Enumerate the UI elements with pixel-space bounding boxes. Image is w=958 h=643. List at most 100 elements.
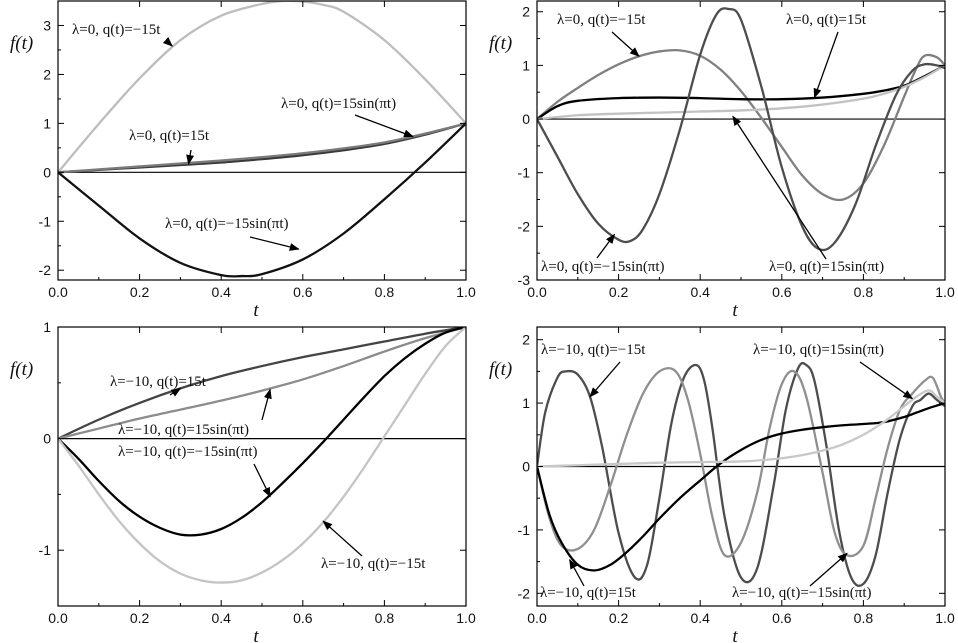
y-tick-label: 1 <box>43 319 51 335</box>
y-tick-label: -2 <box>39 262 52 278</box>
series-line-4 <box>537 7 945 252</box>
y-tick-label: -1 <box>518 165 531 181</box>
series-line-3 <box>58 327 466 537</box>
y-tick-label: 0 <box>522 459 530 475</box>
y-tick-label: -2 <box>518 218 531 234</box>
annotation-label: λ=−10, q(t)=−15t <box>541 342 646 358</box>
x-tick-label: 0.6 <box>293 284 313 300</box>
panel-4: 0.0 0.2 0.4 0.6 0.8 1.0 -2 -1 0 1 2 t f(t) λ=−10, q(t… <box>489 326 955 643</box>
series-group <box>58 1 466 278</box>
annotation-label: λ=−10, q(t)=−15sin(πt) <box>118 444 258 460</box>
series-line-1 <box>537 361 945 587</box>
y-tick-label: 1 <box>522 395 530 411</box>
annotation-arrow <box>186 149 195 165</box>
panel-3: 0.0 0.2 0.4 0.6 0.8 1.0 -1 0 1 t f(t) λ=−10, q(t)=1… <box>10 319 476 643</box>
annotation-label: λ=−10, q(t)=15sin(πt) <box>118 422 249 438</box>
series-line-4 <box>58 327 466 584</box>
x-tick-label: 0.0 <box>527 610 547 626</box>
x-tick-label: 0.4 <box>690 610 710 626</box>
panel-2: 0.0 0.2 0.4 0.6 0.8 1.0 -3 -2 -1 0 1 2 t f(t) λ=0, q(t… <box>489 0 955 321</box>
x-axis-label: t <box>253 300 259 321</box>
x-tick-label: 0.2 <box>609 284 629 300</box>
annotation-label: λ=0, q(t)=−15sin(πt) <box>541 259 665 275</box>
annotation-arrow <box>732 115 827 260</box>
x-tick-label: 0.8 <box>854 284 874 300</box>
annotation-label: λ=−10, q(t)=15sin(πt) <box>753 342 884 358</box>
y-tick-label: 2 <box>522 4 530 20</box>
series-line-2 <box>58 327 466 440</box>
series-line-3 <box>58 122 466 174</box>
series-line-4 <box>537 389 945 468</box>
annotation-label: λ=−10, q(t)=−15sin(πt) <box>732 585 872 601</box>
annotation-arrow <box>162 37 173 47</box>
annotation-arrow <box>569 558 585 587</box>
x-tick-label: 0.4 <box>211 284 231 300</box>
x-tick-label: 0.4 <box>690 284 710 300</box>
y-tick-label: -3 <box>518 272 531 288</box>
series-group <box>58 327 466 584</box>
x-tick-label: 0.0 <box>48 610 68 626</box>
x-tick-label: 0.2 <box>609 610 629 626</box>
y-tick-label: -1 <box>39 542 52 558</box>
series-line-4 <box>58 122 466 278</box>
y-tick-label: 2 <box>522 332 530 348</box>
y-axis-label: f(t) <box>10 33 33 54</box>
annotation-label: λ=0, q(t)=15t <box>786 12 867 28</box>
annotation-label: λ=0, q(t)=15t <box>129 128 210 144</box>
annotation-arrow <box>322 520 363 557</box>
annotation-arrow <box>813 31 839 99</box>
annotation-label: λ=0, q(t)=−15t <box>557 12 646 28</box>
x-tick-label: 1.0 <box>456 284 476 300</box>
annotation-label: λ=0, q(t)=15sin(πt) <box>281 96 396 112</box>
x-tick-label: 0.8 <box>375 610 395 626</box>
annotation-arrow <box>249 236 300 251</box>
y-tick-label: 0 <box>522 111 530 127</box>
y-axis-label: f(t) <box>489 33 512 54</box>
annotation-arrow <box>611 31 640 57</box>
y-tick-label: 1 <box>522 57 530 73</box>
x-tick-label: 1.0 <box>935 284 955 300</box>
y-tick-label: 0 <box>43 164 51 180</box>
y-tick-label: -2 <box>518 585 531 601</box>
annotation-label: λ=−10, q(t)=15t <box>540 585 637 601</box>
y-tick-label: 0 <box>43 431 51 447</box>
annotation-arrow <box>589 361 621 398</box>
x-tick-label: 0.6 <box>772 284 792 300</box>
x-axis-label: t <box>253 626 259 643</box>
x-tick-label: 0.4 <box>211 610 231 626</box>
series-group <box>537 361 945 587</box>
x-tick-label: 0.0 <box>48 284 68 300</box>
x-tick-label: 1.0 <box>935 610 955 626</box>
annotation-arrow <box>253 463 271 498</box>
series-line-3 <box>537 64 945 121</box>
x-tick-label: 0.2 <box>130 610 150 626</box>
x-tick-label: 0.6 <box>293 610 313 626</box>
y-axis-label: f(t) <box>10 359 33 380</box>
annotation-label: λ=0, q(t)=−15t <box>72 22 161 38</box>
x-tick-label: 0.8 <box>375 284 395 300</box>
x-axis-label: t <box>732 626 738 643</box>
series-line-1 <box>58 1 466 174</box>
panel-1: 0.0 0.2 0.4 0.6 0.8 1.0 -2 -1 0 1 2 3 t f(t) λ=0, q(t)… <box>10 0 476 321</box>
annotation-label: λ=−10, q(t)=−15t <box>321 556 426 572</box>
annotation-arrow <box>261 388 272 421</box>
annotation-label: λ=0, q(t)=−15sin(πt) <box>165 216 289 232</box>
x-tick-label: 1.0 <box>456 610 476 626</box>
x-tick-label: 0.8 <box>854 610 874 626</box>
series-line-1 <box>58 327 466 440</box>
y-tick-label: -1 <box>518 522 531 538</box>
annotation-arrow <box>859 361 914 400</box>
x-tick-label: 0.0 <box>527 284 547 300</box>
x-axis-label: t <box>732 300 738 321</box>
annotation-arrow <box>354 114 414 138</box>
x-tick-label: 0.2 <box>130 284 150 300</box>
annotation-label: λ=0, q(t)=15sin(πt) <box>769 259 884 275</box>
y-tick-label: 3 <box>43 17 51 33</box>
y-tick-label: 2 <box>43 66 51 82</box>
series-line-2 <box>58 122 466 174</box>
plot-frame <box>536 0 946 281</box>
y-tick-label: -1 <box>39 213 52 229</box>
annotation-arrow <box>596 233 616 259</box>
y-axis-label: f(t) <box>489 359 512 380</box>
